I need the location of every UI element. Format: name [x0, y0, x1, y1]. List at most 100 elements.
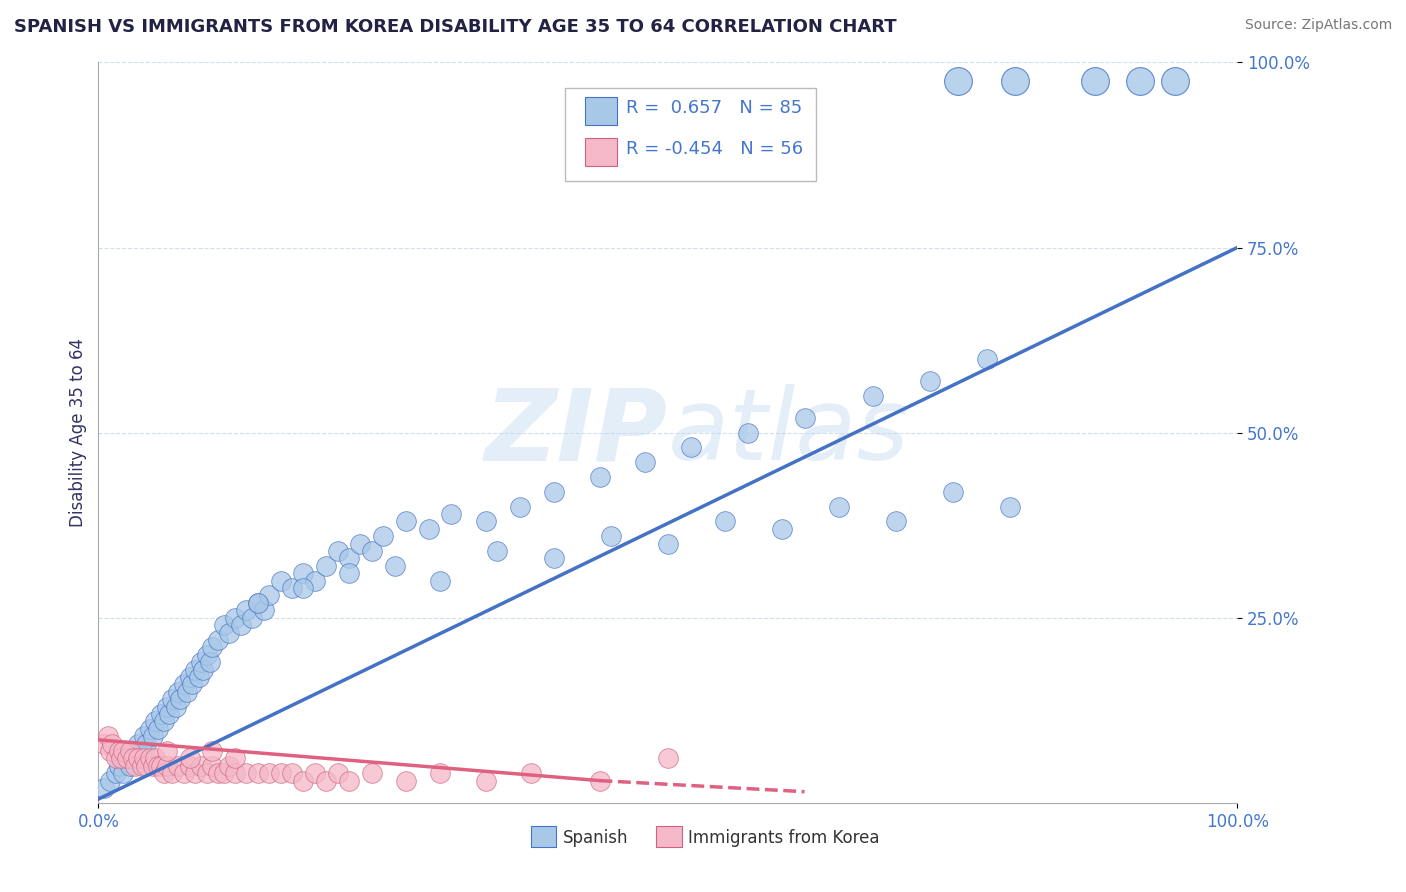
Point	[418, 522, 440, 536]
Text: Immigrants from Korea: Immigrants from Korea	[689, 830, 880, 847]
Point	[657, 751, 679, 765]
Point	[150, 758, 173, 772]
Point	[1129, 74, 1152, 88]
Point	[165, 699, 187, 714]
Point	[218, 625, 240, 640]
Point	[429, 766, 451, 780]
Point	[326, 766, 349, 780]
Point	[96, 729, 118, 743]
Point	[976, 351, 998, 366]
Bar	[585, 97, 617, 126]
Point	[942, 484, 965, 499]
Point	[201, 744, 224, 758]
Point	[235, 603, 257, 617]
Point	[108, 758, 131, 772]
Point	[156, 758, 179, 772]
Text: SPANISH VS IMMIGRANTS FROM KOREA DISABILITY AGE 35 TO 64 CORRELATION CHART: SPANISH VS IMMIGRANTS FROM KOREA DISABIL…	[14, 18, 897, 36]
Point	[112, 744, 135, 758]
Point	[543, 551, 565, 566]
Point	[770, 522, 793, 536]
Point	[132, 729, 155, 743]
Text: atlas: atlas	[668, 384, 910, 481]
Point	[190, 758, 212, 772]
Point	[127, 751, 149, 765]
Point	[101, 737, 124, 751]
Point	[145, 714, 167, 729]
Point	[281, 766, 304, 780]
Point	[543, 484, 565, 499]
Point	[315, 773, 337, 788]
Point	[124, 758, 146, 772]
Point	[259, 589, 281, 603]
Point	[224, 610, 246, 624]
Point	[120, 744, 142, 758]
Point	[162, 766, 184, 780]
Point	[224, 766, 246, 780]
Point	[190, 655, 212, 669]
Point	[167, 685, 190, 699]
Point	[1004, 74, 1026, 88]
Point	[252, 603, 274, 617]
Point	[198, 655, 221, 669]
Point	[173, 677, 195, 691]
Point	[167, 758, 190, 772]
Point	[153, 766, 176, 780]
Point	[145, 751, 167, 765]
Point	[121, 751, 143, 765]
Point	[142, 729, 165, 743]
Point	[138, 722, 160, 736]
Point	[104, 751, 127, 765]
Point	[737, 425, 759, 440]
Point	[588, 470, 610, 484]
Y-axis label: Disability Age 35 to 64: Disability Age 35 to 64	[69, 338, 87, 527]
Point	[157, 706, 180, 721]
Point	[201, 640, 224, 655]
Point	[793, 410, 815, 425]
Point	[246, 596, 269, 610]
Point	[429, 574, 451, 588]
Point	[657, 536, 679, 550]
Bar	[531, 827, 557, 847]
Point	[240, 610, 263, 624]
Point	[862, 388, 884, 402]
Point	[115, 751, 138, 765]
Point	[201, 758, 224, 772]
FancyBboxPatch shape	[565, 88, 815, 181]
Point	[884, 515, 907, 529]
Point	[395, 773, 418, 788]
Point	[138, 751, 160, 765]
Point	[150, 706, 173, 721]
Point	[315, 558, 337, 573]
Point	[93, 737, 115, 751]
Point	[127, 737, 149, 751]
Point	[110, 751, 132, 765]
Point	[304, 574, 326, 588]
Text: Spanish: Spanish	[562, 830, 628, 847]
Point	[714, 515, 737, 529]
Point	[153, 714, 176, 729]
Text: Source: ZipAtlas.com: Source: ZipAtlas.com	[1244, 18, 1392, 32]
Point	[162, 692, 184, 706]
Point	[156, 699, 179, 714]
Point	[520, 766, 543, 780]
Point	[600, 529, 623, 543]
Point	[349, 536, 371, 550]
Point	[120, 758, 142, 772]
Text: ZIP: ZIP	[485, 384, 668, 481]
Point	[474, 515, 496, 529]
Point	[270, 574, 292, 588]
Point	[98, 744, 121, 758]
Point	[281, 581, 304, 595]
Point	[121, 744, 143, 758]
Point	[235, 766, 257, 780]
Point	[337, 773, 360, 788]
Point	[156, 744, 179, 758]
Point	[131, 758, 153, 772]
Point	[229, 618, 252, 632]
Point	[169, 692, 191, 706]
Point	[337, 566, 360, 581]
Point	[207, 766, 229, 780]
Point	[173, 766, 195, 780]
Point	[337, 551, 360, 566]
Point	[112, 766, 135, 780]
